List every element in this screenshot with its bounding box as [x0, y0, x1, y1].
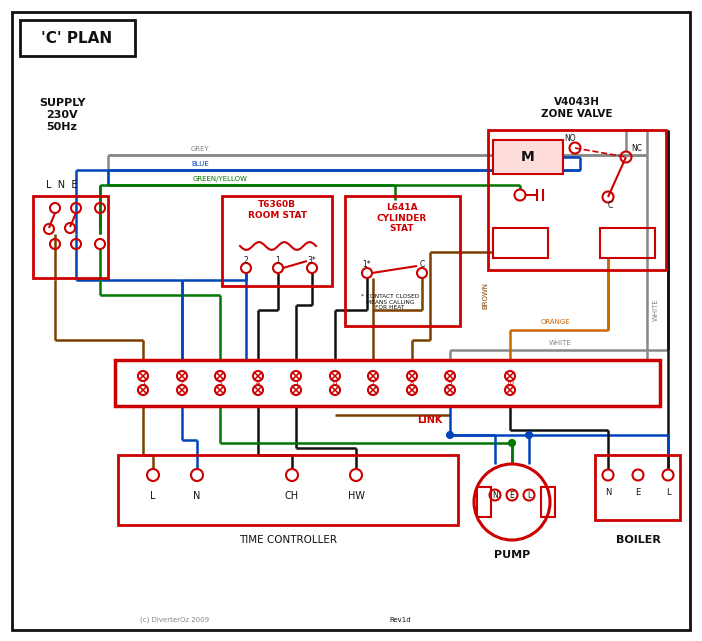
Text: 10: 10: [505, 380, 515, 386]
Text: 'C' PLAN: 'C' PLAN: [41, 31, 112, 46]
Text: HW: HW: [347, 491, 364, 501]
Text: L: L: [527, 490, 531, 499]
Text: PUMP: PUMP: [494, 550, 530, 560]
Text: M: M: [521, 150, 535, 164]
Circle shape: [509, 440, 515, 446]
Text: 1: 1: [276, 256, 280, 265]
Text: 4: 4: [256, 380, 260, 386]
Text: 3: 3: [218, 380, 223, 386]
Text: C: C: [607, 201, 613, 210]
Text: L: L: [150, 491, 156, 501]
Text: L: L: [665, 488, 670, 497]
Text: V4043H
ZONE VALVE: V4043H ZONE VALVE: [541, 97, 613, 119]
Text: NO: NO: [564, 133, 576, 142]
Text: SUPPLY
230V
50Hz: SUPPLY 230V 50Hz: [39, 99, 85, 131]
Text: 1*: 1*: [363, 260, 371, 269]
Text: 2: 2: [180, 380, 184, 386]
Text: Rev1d: Rev1d: [389, 617, 411, 623]
Text: N: N: [605, 488, 611, 497]
Text: E: E: [510, 490, 515, 499]
Text: T6360B
ROOM STAT: T6360B ROOM STAT: [248, 200, 307, 220]
Text: WHITE: WHITE: [549, 340, 571, 346]
Text: 5: 5: [294, 380, 298, 386]
Text: L641A
CYLINDER
STAT: L641A CYLINDER STAT: [377, 203, 427, 233]
Circle shape: [447, 432, 453, 438]
Text: 1: 1: [140, 380, 145, 386]
Text: 2: 2: [244, 256, 249, 265]
Text: BLUE: BLUE: [191, 161, 209, 167]
Text: NC: NC: [632, 144, 642, 153]
Text: 8: 8: [410, 380, 414, 386]
Text: 6: 6: [333, 380, 337, 386]
Text: 3*: 3*: [307, 256, 317, 265]
Text: L  N  E: L N E: [46, 180, 78, 190]
Text: N: N: [193, 491, 201, 501]
Text: GREY: GREY: [191, 146, 209, 152]
Text: LINK: LINK: [417, 415, 443, 425]
Text: BROWN: BROWN: [482, 281, 488, 308]
Text: 7: 7: [371, 380, 376, 386]
FancyBboxPatch shape: [493, 140, 563, 174]
Text: BOILER: BOILER: [616, 535, 661, 545]
Text: TIME CONTROLLER: TIME CONTROLLER: [239, 535, 337, 545]
Text: * CONTACT CLOSED
MEANS CALLING
FOR HEAT: * CONTACT CLOSED MEANS CALLING FOR HEAT: [361, 294, 419, 310]
Circle shape: [526, 432, 532, 438]
Text: (c) DiverterOz 2009: (c) DiverterOz 2009: [140, 617, 210, 623]
Text: C: C: [419, 260, 425, 269]
Text: WHITE: WHITE: [653, 299, 659, 321]
Text: E: E: [635, 488, 641, 497]
Text: N: N: [492, 490, 498, 499]
Text: ORANGE: ORANGE: [540, 319, 570, 325]
Text: 9: 9: [448, 380, 452, 386]
Text: CH: CH: [285, 491, 299, 501]
Text: GREEN/YELLOW: GREEN/YELLOW: [192, 176, 247, 182]
